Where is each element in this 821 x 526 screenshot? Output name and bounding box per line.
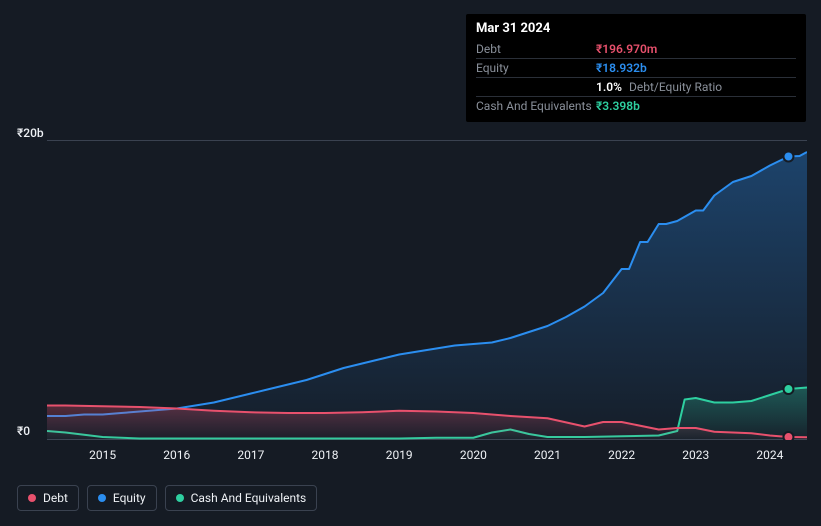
xaxis-year-label: 2019 xyxy=(386,448,413,462)
tooltip-row-debt: Debt ₹196.970m xyxy=(476,40,796,59)
tooltip-value: ₹196.970m xyxy=(596,42,657,56)
legend-label: Cash And Equivalents xyxy=(191,491,307,505)
legend-item-debt[interactable]: Debt xyxy=(17,485,79,511)
xaxis-year-label: 2024 xyxy=(756,448,783,462)
chart-area[interactable]: ₹20b ₹0 20152016201720182019202020212022… xyxy=(17,140,807,475)
xaxis-year-label: 2021 xyxy=(534,448,561,462)
xaxis-year-label: 2016 xyxy=(163,448,190,462)
xaxis-year-label: 2020 xyxy=(460,448,487,462)
xaxis-year-label: 2023 xyxy=(682,448,709,462)
xaxis-year-label: 2017 xyxy=(237,448,264,462)
yaxis-tick-top: ₹20b xyxy=(17,126,44,140)
xaxis-year-label: 2022 xyxy=(608,448,635,462)
tooltip-label xyxy=(476,80,596,94)
legend: Debt Equity Cash And Equivalents xyxy=(17,485,317,511)
tooltip-row-equity: Equity ₹18.932b xyxy=(476,59,796,78)
tooltip-value: ₹18.932b xyxy=(596,61,647,75)
legend-dot-icon xyxy=(98,494,106,502)
legend-dot-icon xyxy=(176,494,184,502)
tooltip-label: Cash And Equivalents xyxy=(476,99,596,113)
hover-tooltip: Mar 31 2024 Debt ₹196.970m Equity ₹18.93… xyxy=(466,14,806,122)
tooltip-label: Debt xyxy=(476,42,596,56)
legend-label: Equity xyxy=(113,491,146,505)
tooltip-row-cash: Cash And Equivalents ₹3.398b xyxy=(476,97,796,115)
legend-item-equity[interactable]: Equity xyxy=(87,485,157,511)
tooltip-date: Mar 31 2024 xyxy=(476,21,796,36)
tooltip-label: Equity xyxy=(476,61,596,75)
tooltip-value: 1.0% xyxy=(596,80,622,94)
tooltip-value: ₹3.398b xyxy=(596,99,640,113)
xaxis-year-label: 2015 xyxy=(89,448,116,462)
xaxis-labels: 2015 2016 2017 2018 2019 2020 2021 2022 2023 2024 xyxy=(47,448,807,470)
tooltip-ratio-label: Debt/Equity Ratio xyxy=(629,80,722,94)
tooltip-row-ratio: 1.0% Debt/Equity Ratio xyxy=(476,78,796,97)
legend-item-cash[interactable]: Cash And Equivalents xyxy=(165,485,318,511)
legend-dot-icon xyxy=(28,494,36,502)
legend-label: Debt xyxy=(43,491,68,505)
plot-svg xyxy=(47,140,807,440)
xaxis-year-label: 2018 xyxy=(312,448,339,462)
yaxis-tick-bottom: ₹0 xyxy=(17,424,30,438)
